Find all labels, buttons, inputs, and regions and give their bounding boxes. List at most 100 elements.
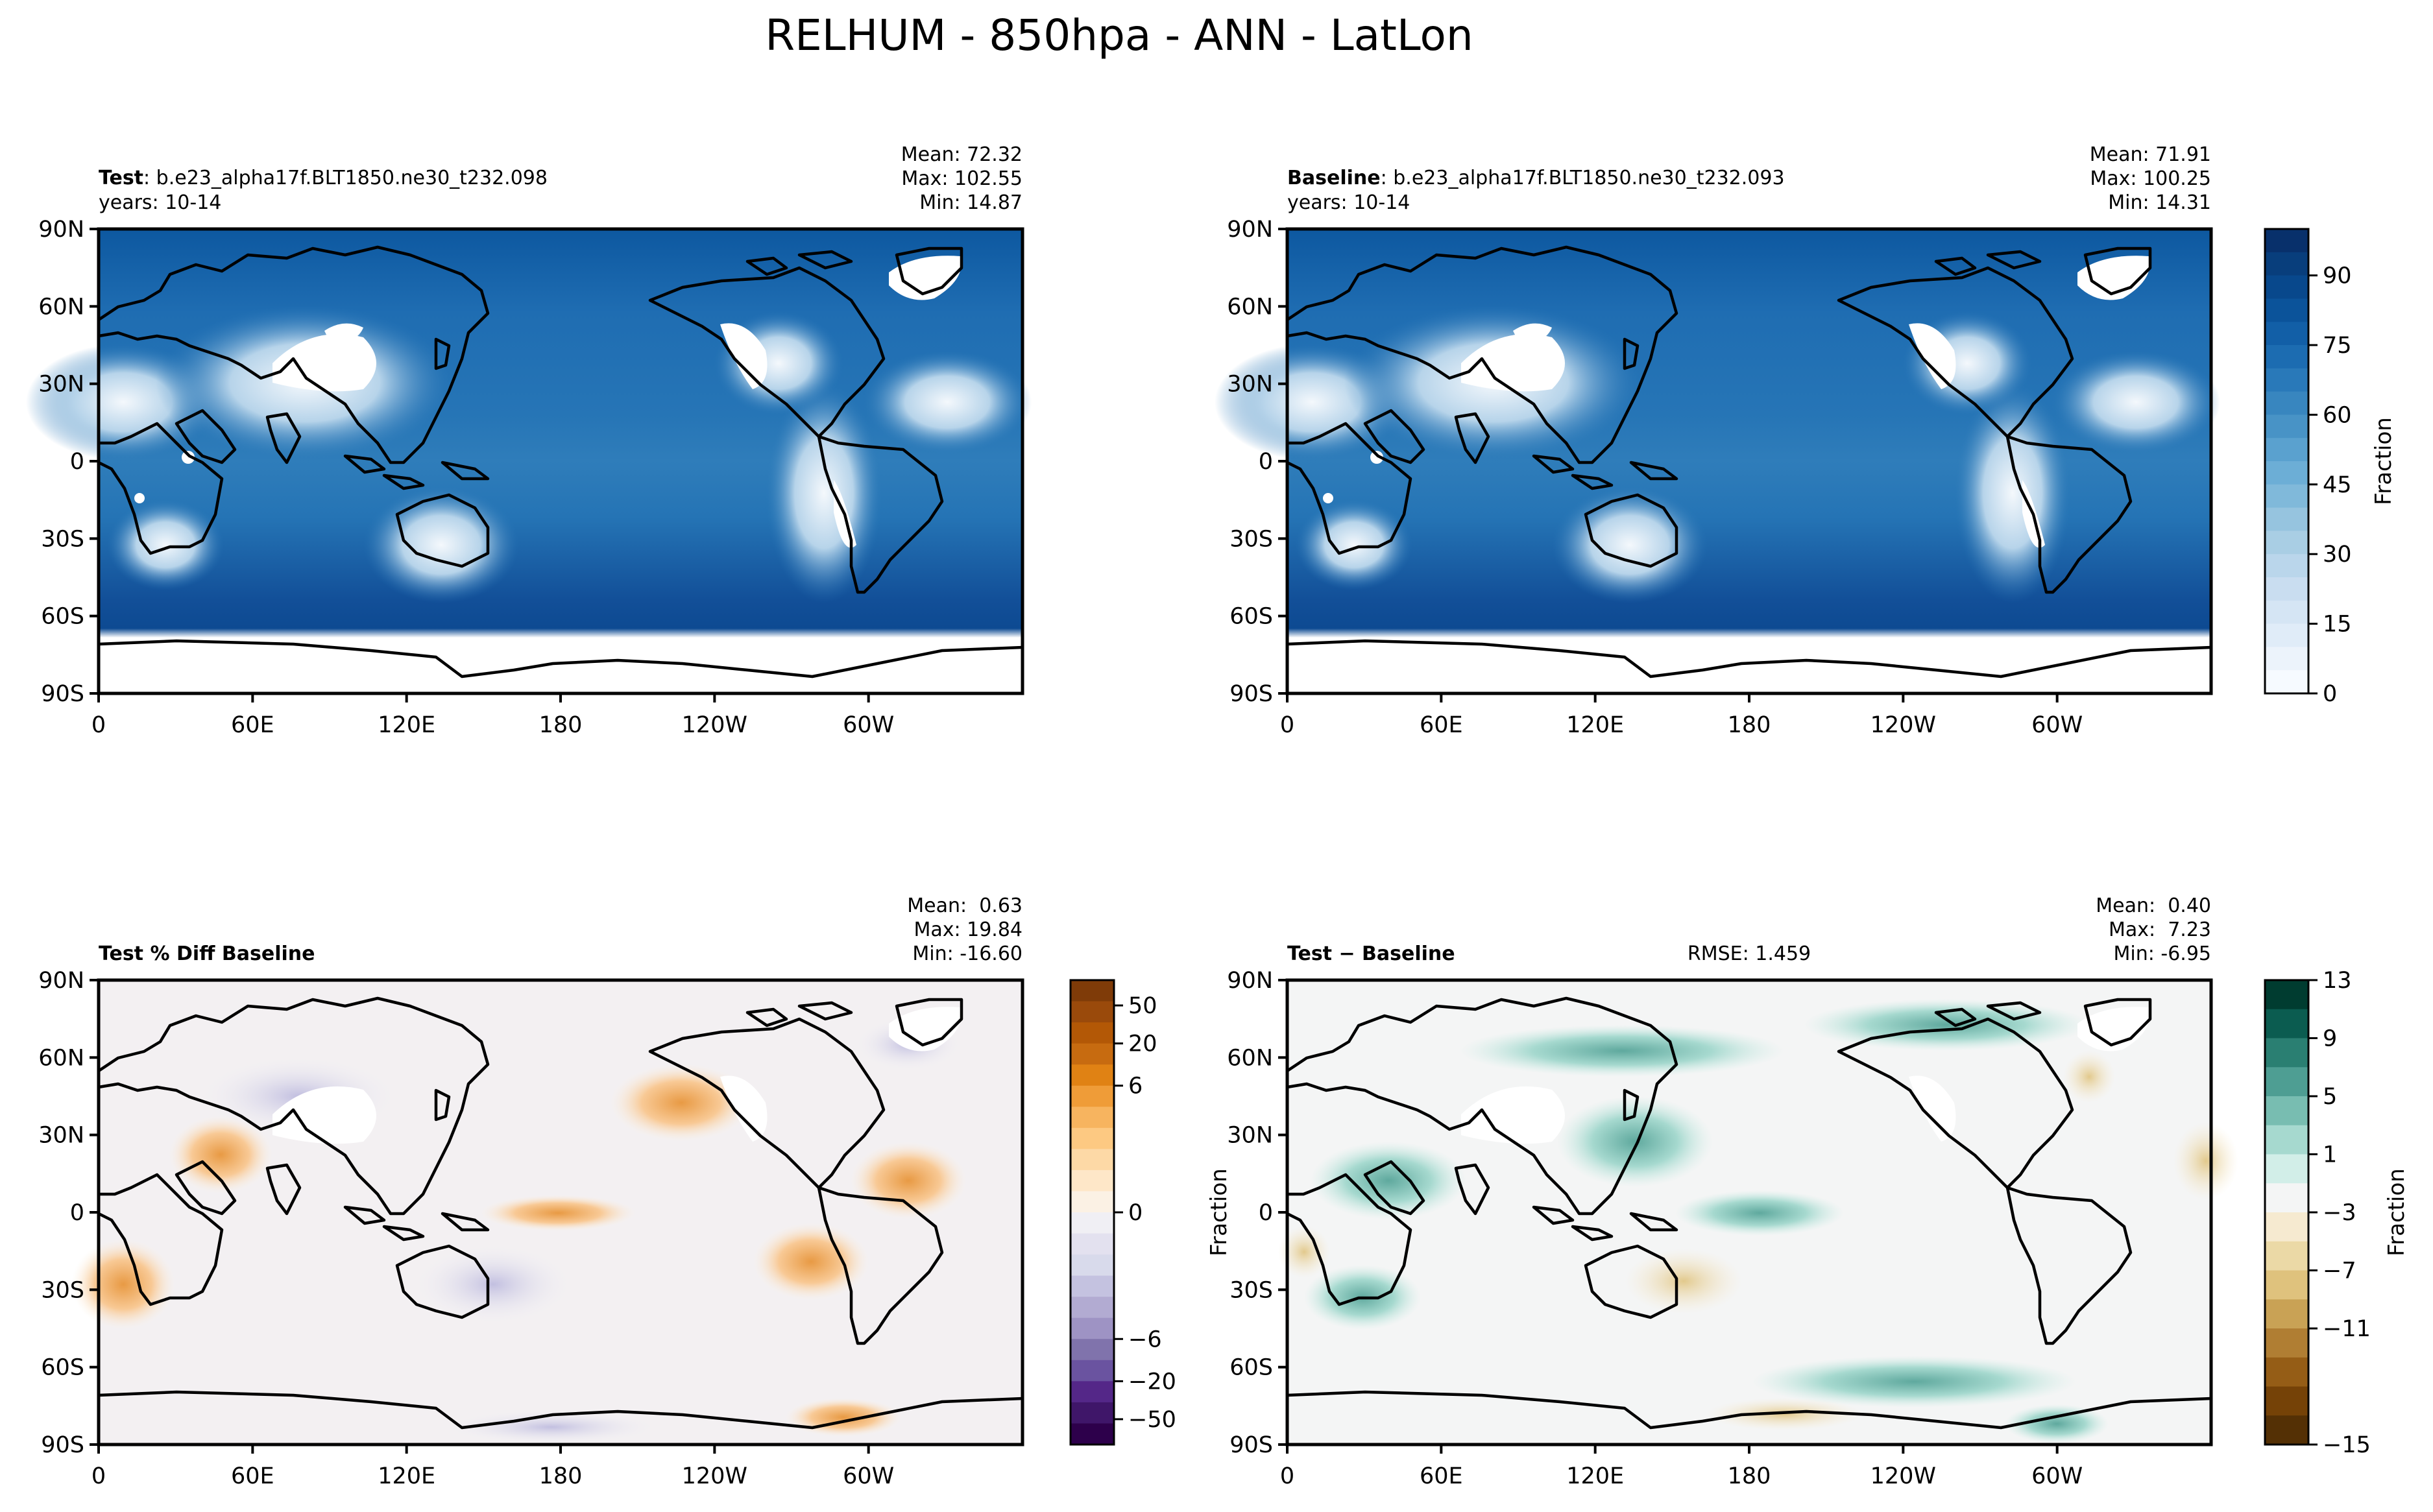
- colorbar-segment: [1071, 1001, 1114, 1023]
- lon-tick-label: 120E: [378, 712, 435, 738]
- lon-tick-label: 180: [1728, 1463, 1771, 1489]
- colorbar-segment: [2265, 1125, 2308, 1155]
- coastline: [797, 1001, 853, 1021]
- coastline: [441, 461, 490, 481]
- colorbar-tick-label: 20: [1128, 1031, 1157, 1057]
- colorbar-segment: [2265, 322, 2308, 346]
- colorbar-segment: [1071, 1022, 1114, 1044]
- coastline: [441, 1212, 490, 1232]
- lat-tick-label: 0: [1259, 1200, 1273, 1226]
- colorbar-segment: [1071, 1064, 1114, 1086]
- panel-title-diff: Test − Baseline: [1287, 942, 1455, 965]
- colorbar-segment: [2265, 554, 2308, 578]
- panel-diff: 90N 60N 30N 0 30S 60S 90S 0 60E 120E 180 120W 60W T…: [1206, 894, 2238, 1489]
- stat-max-diff: Max: 7.23: [2109, 918, 2211, 941]
- coastlines-baseline: [1286, 245, 2212, 678]
- lat-tick-label: 90N: [38, 217, 84, 243]
- colorbar-tick-label: −15: [2323, 1432, 2371, 1458]
- colorbar-tick-label: −3: [2323, 1200, 2356, 1226]
- colorbar-tick-label: 45: [2323, 472, 2352, 498]
- lat-tick-label: 30N: [38, 372, 84, 398]
- lon-tick-label: 60E: [231, 712, 274, 738]
- colorbar-segment: [1071, 1233, 1114, 1255]
- stat-min-baseline: Min: 14.31: [2108, 191, 2211, 214]
- coastline: [98, 639, 1023, 678]
- lon-tick-label: 120E: [1566, 712, 1624, 738]
- coastline: [1629, 461, 1678, 481]
- coastline: [1571, 474, 1614, 490]
- coastline: [434, 337, 451, 370]
- colorbar-relhum-label: Fraction: [2371, 417, 2397, 505]
- lon-tick-label: 120E: [378, 1463, 435, 1489]
- colorbar-pctdiff: 50 20 6 0 −6 −20 −50: [1069, 979, 1176, 1446]
- colorbar-tick-label: 5: [2323, 1084, 2337, 1110]
- colorbar-segment: [1071, 1085, 1114, 1107]
- coastline: [97, 245, 490, 464]
- colorbar-segment: [2265, 577, 2308, 601]
- colorbar-segment: [2265, 414, 2308, 438]
- colorbar-segment: [2265, 345, 2308, 369]
- colorbar-tick-label: 13: [2323, 968, 2352, 994]
- colorbar-tick-label: 90: [2323, 263, 2352, 289]
- colorbar-segment: [1071, 1212, 1114, 1234]
- stat-mean-test: Mean: 72.32: [901, 143, 1023, 166]
- lon-tick-label: 180: [539, 712, 583, 738]
- colorbar-tick-label: −7: [2323, 1258, 2356, 1284]
- colorbar-segment: [2265, 391, 2308, 415]
- map-field-diff: [1278, 980, 2238, 1445]
- panel-title-test-bold: Test: [99, 167, 143, 189]
- coastline: [395, 493, 490, 568]
- coastline: [1287, 639, 2212, 678]
- colorbar-tick-label: 75: [2323, 333, 2352, 359]
- colorbar-segment: [2265, 1009, 2308, 1039]
- panel-pctdiff: 90N 60N 30N 0 30S 60S 90S 0 60E 120E 180 120W 60W T…: [38, 894, 1024, 1489]
- colorbar-segment: [2265, 1415, 2308, 1445]
- coastlines-pctdiff: [97, 996, 1023, 1430]
- stat-max-pctdiff: Max: 19.84: [914, 918, 1023, 941]
- figure-title: RELHUM - 850hpa - ANN - LatLon: [765, 10, 1473, 60]
- colorbar-segment: [2265, 1154, 2308, 1184]
- lat-tick-label: 30N: [1227, 1123, 1273, 1149]
- coastline: [1454, 1163, 1490, 1216]
- panel-years-baseline: years: 10-14: [1287, 191, 1410, 214]
- panel-years-test: years: 10-14: [99, 191, 221, 214]
- colorbar-segment: [2265, 980, 2308, 1010]
- coastline: [2005, 1186, 2133, 1345]
- coastline: [2083, 246, 2152, 296]
- lon-tick-label: 120W: [1870, 712, 1936, 738]
- colorbar-segment: [2265, 1096, 2308, 1126]
- lat-tick-label: 60S: [1229, 604, 1273, 630]
- lat-tick-label: 90S: [1229, 1432, 1273, 1458]
- lon-tick-label: 60W: [843, 712, 894, 738]
- coastlines-diff: [1286, 996, 2212, 1430]
- coastline: [1986, 1001, 2042, 1021]
- colorbar-segment: [2265, 531, 2308, 555]
- lat-tick-label: 90N: [1227, 217, 1273, 243]
- map-field-test: [26, 229, 1032, 693]
- panel-title-pctdiff: Test % Diff Baseline: [99, 942, 315, 965]
- ylabel-diff: Fraction: [1206, 1168, 1232, 1256]
- coastline: [1286, 245, 1678, 464]
- coastline: [265, 412, 302, 464]
- lat-tick-label: 60S: [1229, 1355, 1273, 1381]
- colorbar-segment: [2265, 507, 2308, 531]
- coastline: [1986, 250, 2042, 270]
- colorbar-segment: [2265, 600, 2308, 625]
- colorbar-segment: [2265, 1386, 2308, 1416]
- coastline: [1623, 337, 1640, 370]
- coastline: [1584, 1244, 1678, 1319]
- coastline: [382, 474, 425, 490]
- colorbar-segment: [1071, 1043, 1114, 1065]
- colorbar-segment: [2265, 1067, 2308, 1097]
- colorbar-segment: [2265, 1270, 2308, 1300]
- coastline: [1287, 1390, 2212, 1430]
- lon-tick-label: 60W: [843, 1463, 894, 1489]
- coastline: [2083, 998, 2152, 1047]
- colorbar-segment: [1071, 1170, 1114, 1192]
- coastline: [1286, 996, 1678, 1216]
- colorbar-segment: [2265, 1299, 2308, 1329]
- coastline: [1837, 266, 2074, 438]
- colorbar-tick-label: 0: [1128, 1200, 1143, 1226]
- colorbar-tick-label: 60: [2323, 402, 2352, 428]
